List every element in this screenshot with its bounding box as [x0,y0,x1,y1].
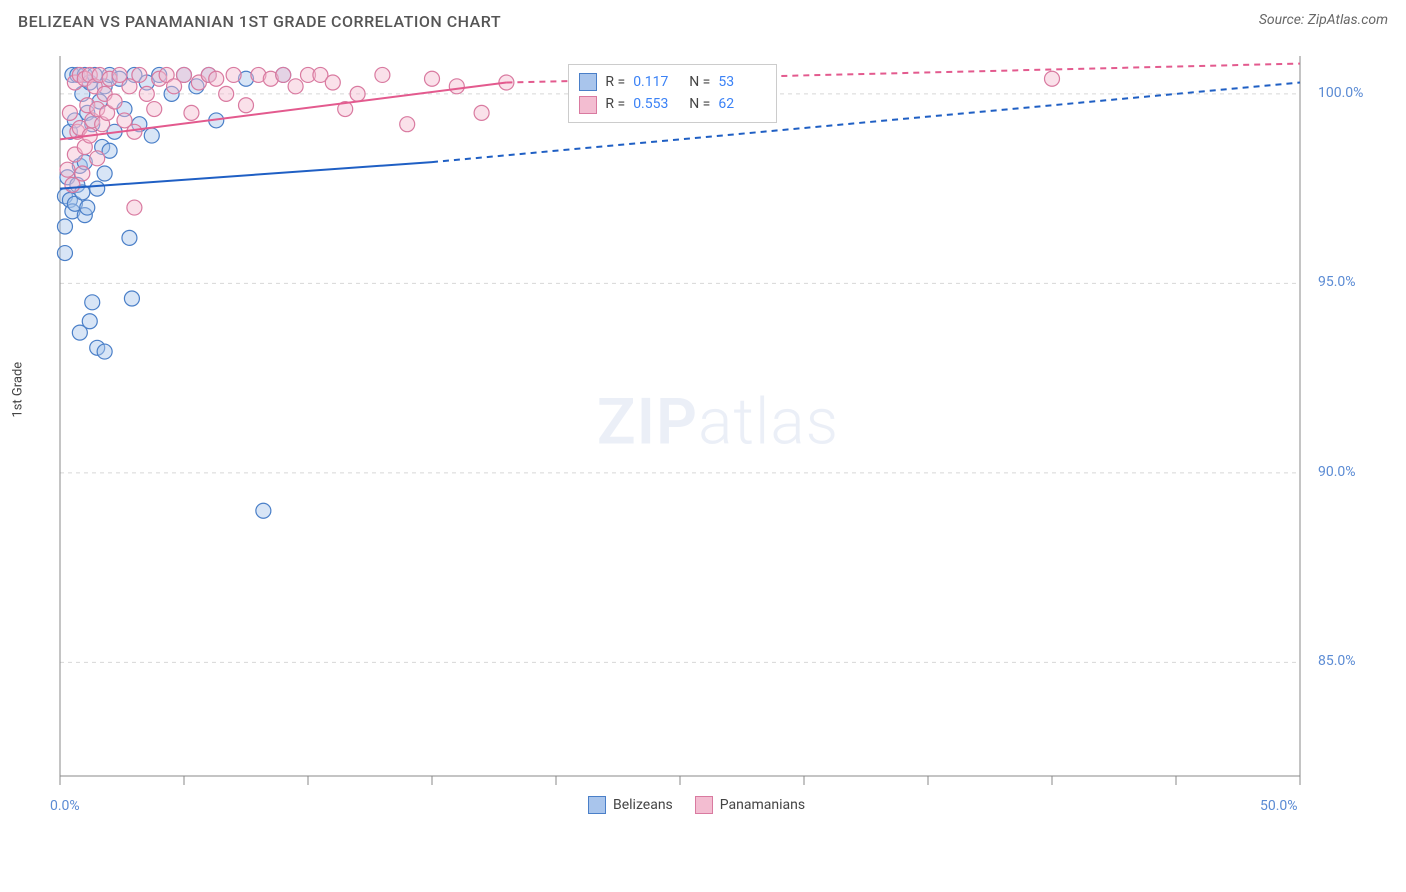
stat-row-panamanians: R = 0.553 N = 62 [579,93,766,115]
panamanians-point [184,105,199,120]
panamanians-swatch [579,96,597,114]
panamanians-point [127,200,142,215]
n-value: 53 [718,71,766,93]
plot-area: 1st Grade ZIPatlas R =0.117N =53R =0.553… [48,48,1388,828]
belizeans-point [97,344,112,359]
panamanians-point [350,86,365,101]
legend-item-panamanians: Panamanians [695,796,805,814]
n-label: N = [689,71,710,93]
panamanians-point [177,67,192,82]
panamanians-point [75,166,90,181]
source-attribution: Source: ZipAtlas.com [1259,12,1388,28]
belizeans-point [97,166,112,181]
y-tick-label: 100.0% [1318,85,1363,101]
n-label: N = [689,93,710,115]
panamanians-point [209,71,224,86]
belizeans-point [122,230,137,245]
panamanians-point [132,67,147,82]
n-value: 62 [718,93,766,115]
belizeans-point [124,291,139,306]
belizeans-trendline [60,162,432,189]
panamanians-point [139,86,154,101]
belizeans-swatch [579,73,597,91]
panamanians-point [147,102,162,117]
x-tick-label: 0.0% [50,798,80,814]
r-value: 0.553 [633,93,681,115]
panamanians-point [288,79,303,94]
panamanians-point [325,75,340,90]
panamanians-point [425,71,440,86]
legend-label: Belizeans [613,797,673,813]
panamanians-point [239,98,254,113]
legend-item-belizeans: Belizeans [588,796,673,814]
title-bar: BELIZEAN VS PANAMANIAN 1ST GRADE CORRELA… [0,0,1406,39]
panamanians-point [1045,71,1060,86]
belizeans-point [82,314,97,329]
scatter-chart [48,48,1406,838]
x-tick-label: 50.0% [1260,798,1298,814]
y-tick-label: 90.0% [1318,464,1356,480]
r-label: R = [605,71,625,93]
belizeans-point [144,128,159,143]
panamanians-point [127,124,142,139]
panamanians-point [226,67,241,82]
panamanians-point [400,117,415,132]
belizeans-point [80,200,95,215]
panamanians-point [60,162,75,177]
stat-row-belizeans: R = 0.117 N = 53 [579,71,766,93]
panamanians-point [62,105,77,120]
belizeans-point [57,246,72,261]
belizeans-trendline-extrap [432,83,1300,163]
y-tick-label: 95.0% [1318,274,1356,290]
y-axis-label: 1st Grade [11,362,26,418]
panamanians-point [276,67,291,82]
panamanians-point [90,151,105,166]
panamanians-point [474,105,489,120]
chart-title: BELIZEAN VS PANAMANIAN 1ST GRADE CORRELA… [18,12,501,31]
panamanians-point [449,79,464,94]
correlation-stats-box: R = 0.117 N = 53 R = 0.553 N = 62 [568,64,777,123]
r-value: 0.117 [633,71,681,93]
legend: Belizeans Panamanians [588,796,805,814]
belizeans-point [85,295,100,310]
r-label: R = [605,93,625,115]
panamanians-point [219,86,234,101]
panamanians-swatch [695,796,713,814]
panamanians-point [375,67,390,82]
belizeans-swatch [588,796,606,814]
belizeans-point [57,219,72,234]
y-tick-label: 85.0% [1318,653,1356,669]
belizeans-point [256,503,271,518]
panamanians-point [107,94,122,109]
belizeans-point [90,181,105,196]
legend-label: Panamanians [720,797,805,813]
